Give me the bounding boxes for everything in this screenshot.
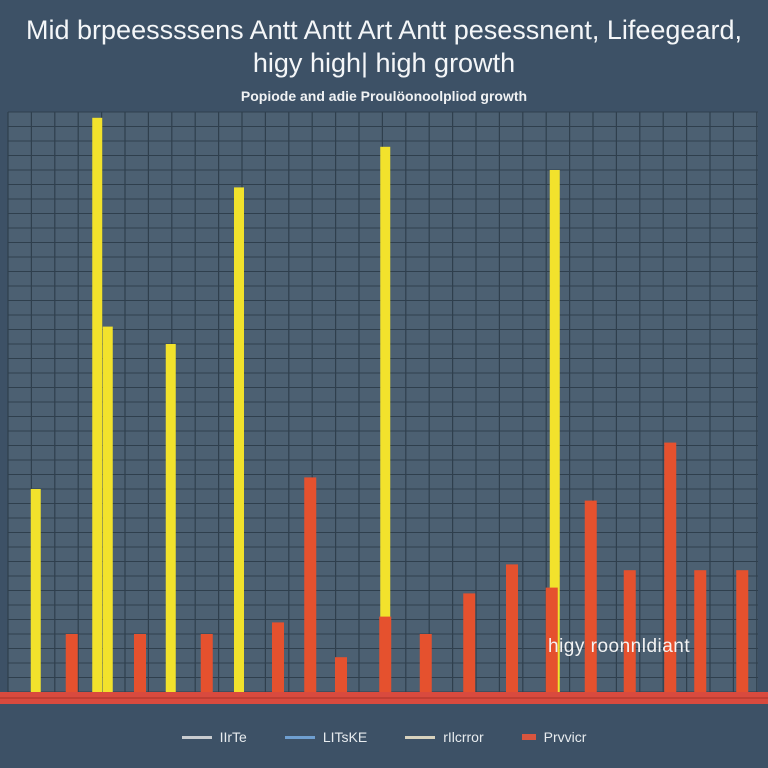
bar-red <box>736 570 749 692</box>
bar-red <box>664 442 677 692</box>
bar-red <box>134 634 146 692</box>
bar-red <box>419 634 432 692</box>
bar-yellow <box>30 489 41 692</box>
bar-red <box>65 634 78 692</box>
legend-swatch <box>521 734 536 740</box>
bar-red <box>335 657 347 692</box>
legend-swatch <box>284 735 315 739</box>
legend: IIrTe LITsKE rIlcrror Prvvicr <box>0 729 768 745</box>
bar-red <box>584 500 597 692</box>
bar-red <box>694 570 707 692</box>
legend-item: IIrTe <box>181 729 247 745</box>
chart-title: Mid brpeessssens Antt Antt Art Antt pese… <box>0 14 768 80</box>
legend-swatch <box>181 735 212 739</box>
bar-red <box>379 616 392 692</box>
legend-item: LITsKE <box>284 729 368 745</box>
legend-label: LITsKE <box>322 729 368 745</box>
bar-yellow <box>92 117 103 693</box>
legend-swatch <box>405 735 436 739</box>
title-line-1: Mid brpeessssens Antt Antt Art Antt pese… <box>26 15 742 45</box>
legend-label: rIlcrror <box>443 729 484 745</box>
chart-annotation: higy roonnldiant <box>548 636 691 657</box>
bar-red <box>272 622 284 692</box>
bar-red <box>623 570 636 692</box>
legend-label: IIrTe <box>219 729 247 745</box>
bar-yellow <box>102 326 113 692</box>
bar-red <box>463 593 476 692</box>
bar-yellow <box>549 170 560 692</box>
bar-yellow <box>165 344 176 692</box>
title-line-2: higy high| high growth <box>252 48 516 78</box>
bar-red <box>506 564 518 692</box>
legend-item: Prvvicr <box>521 729 587 745</box>
legend-item: rIlcrror <box>405 729 484 745</box>
bar-red <box>200 634 213 692</box>
legend-label: Prvvicr <box>543 729 587 745</box>
bar-red <box>304 477 317 692</box>
bar-yellow <box>234 187 244 692</box>
chart-subtitle: Popiode and adie Proulöonoolpliod growth <box>240 88 528 104</box>
bar-yellow <box>380 146 391 693</box>
bar-red <box>545 587 558 692</box>
